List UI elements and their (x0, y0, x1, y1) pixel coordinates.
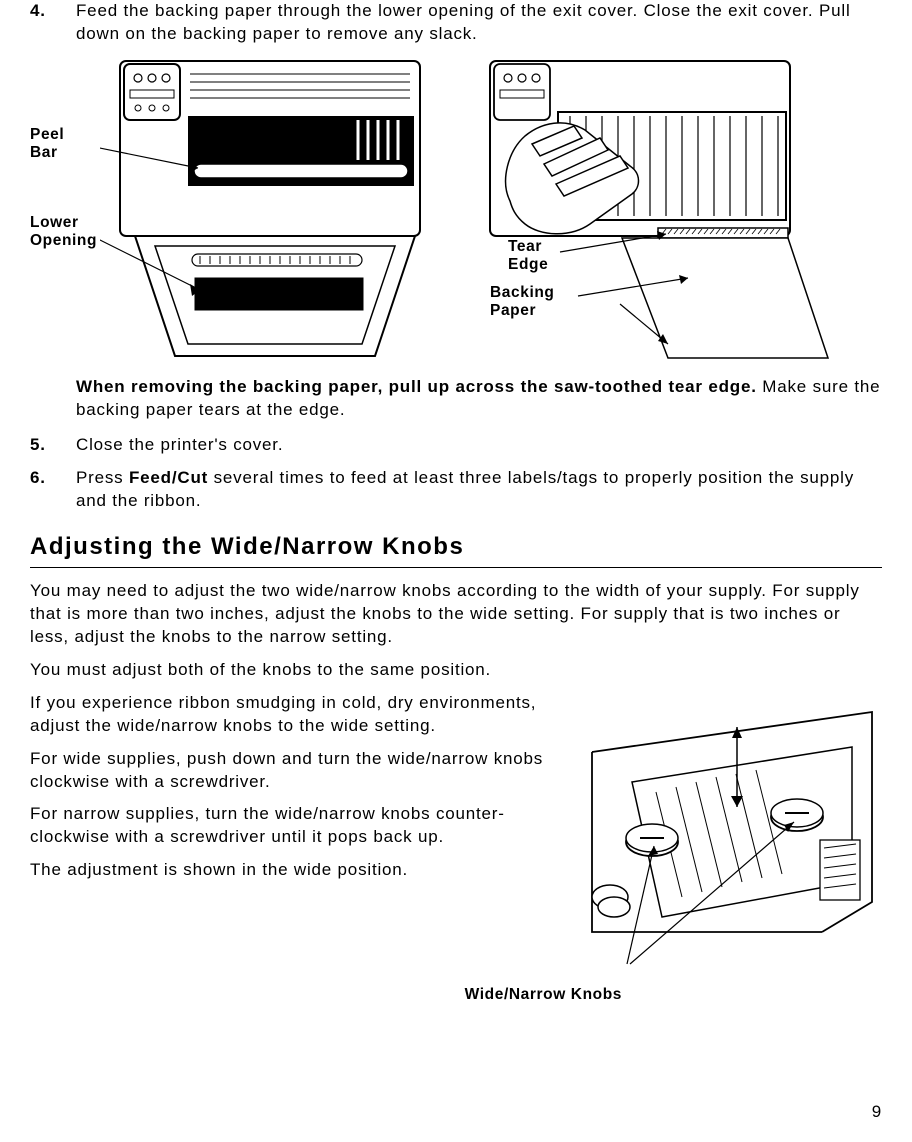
label-backing-paper-l2: Paper (490, 302, 536, 319)
label-wide-narrow-knobs: Wide/Narrow Knobs (465, 985, 622, 1006)
label-backing-paper: Backing Paper (490, 284, 555, 321)
label-lower-opening: Lower Opening (30, 214, 97, 251)
step-6-number: 6. (30, 467, 76, 513)
label-backing-paper-l1: Backing (490, 284, 555, 301)
note-block: When removing the backing paper, pull up… (76, 376, 882, 422)
printer-left-illustration (100, 56, 440, 361)
label-peel-bar-l1: Peel (30, 126, 64, 143)
step-4-number: 4. (30, 0, 76, 46)
column-left: If you experience ribbon smudging in col… (30, 692, 558, 979)
heading-divider (30, 567, 882, 568)
label-tear-edge-l2: Edge (508, 256, 548, 273)
para-5: For narrow supplies, turn the wide/narro… (30, 803, 558, 849)
label-lower-opening-l2: Opening (30, 232, 97, 249)
page-number: 9 (872, 1101, 882, 1124)
label-peel-bar-l2: Bar (30, 144, 58, 161)
two-column-section: If you experience ribbon smudging in col… (30, 692, 882, 979)
para-2: You must adjust both of the knobs to the… (30, 659, 882, 682)
column-right (572, 692, 882, 979)
step-5-number: 5. (30, 434, 76, 457)
step-6-bold: Feed/Cut (129, 468, 208, 487)
note-bold: When removing the backing paper, pull up… (76, 377, 762, 396)
para-4: For wide supplies, push down and turn th… (30, 748, 558, 794)
knob-illustration (572, 692, 882, 972)
step-4-text: Feed the backing paper through the lower… (76, 0, 882, 46)
step-6: 6. Press Feed/Cut several times to feed … (30, 467, 882, 513)
step-5: 5. Close the printer's cover. (30, 434, 882, 457)
step-5-text: Close the printer's cover. (76, 434, 882, 457)
knob-label-row: Wide/Narrow Knobs (30, 985, 882, 1006)
heading-adjusting-knobs: Adjusting the Wide/Narrow Knobs (30, 531, 882, 563)
diagram-area: Peel Bar Lower Opening (30, 56, 882, 366)
label-peel-bar: Peel Bar (30, 126, 64, 163)
para-6: The adjustment is shown in the wide posi… (30, 859, 558, 882)
label-tear-edge-l1: Tear (508, 238, 542, 255)
step-6-pre: Press (76, 468, 129, 487)
label-tear-edge: Tear Edge (508, 238, 548, 275)
step-4: 4. Feed the backing paper through the lo… (30, 0, 882, 46)
para-1: You may need to adjust the two wide/narr… (30, 580, 882, 649)
label-lower-opening-l1: Lower (30, 214, 79, 231)
step-6-text: Press Feed/Cut several times to feed at … (76, 467, 882, 513)
para-3: If you experience ribbon smudging in col… (30, 692, 558, 738)
